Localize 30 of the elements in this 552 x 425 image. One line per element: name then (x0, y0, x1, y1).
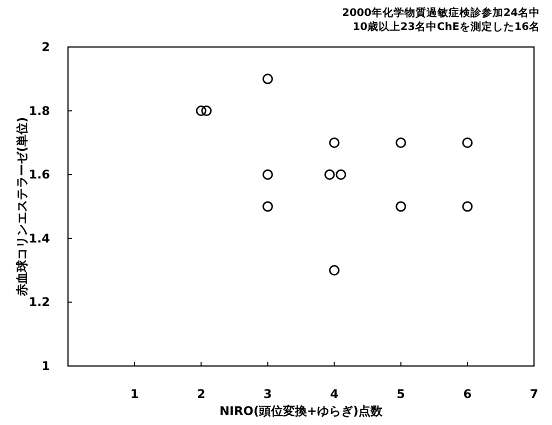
x-tick-label: 4 (330, 387, 338, 401)
y-tick-label: 1.6 (28, 168, 50, 182)
point (262, 201, 273, 212)
point (329, 265, 340, 276)
point (396, 137, 406, 148)
x-tick-label: 2 (196, 387, 206, 401)
chart-title: 2000年化学物質過敏症検診参加24名中 (342, 6, 540, 19)
x-tick-label: 7 (530, 387, 538, 401)
point (396, 201, 406, 212)
y-tick-label: 1 (42, 359, 50, 373)
y-tick-label: 1.2 (28, 295, 50, 310)
point (262, 169, 273, 180)
y-tick-label: 1.8 (28, 104, 50, 118)
point (196, 106, 206, 116)
x-tick-label: 5 (396, 387, 406, 401)
x-axis-title: NIRO(頭位変換+ゆらぎ)点数 (220, 404, 384, 418)
point (324, 169, 335, 180)
x-tick-label: 1 (130, 387, 139, 401)
chart-subtitle: 10歳以上23名中ChEを測定した16名 (352, 20, 540, 33)
x-tick-label: 6 (463, 387, 472, 401)
point (462, 201, 473, 212)
point (336, 169, 346, 180)
y-axis-title: 赤血球コリンエステラーゼ(単位) (15, 117, 29, 297)
point (329, 137, 340, 148)
point (462, 137, 473, 148)
point (201, 106, 212, 116)
y-tick-label: 1.4 (28, 231, 50, 246)
x-tick-label: 3 (264, 387, 272, 401)
y-tick-label: 2 (42, 40, 50, 54)
point (262, 74, 273, 84)
